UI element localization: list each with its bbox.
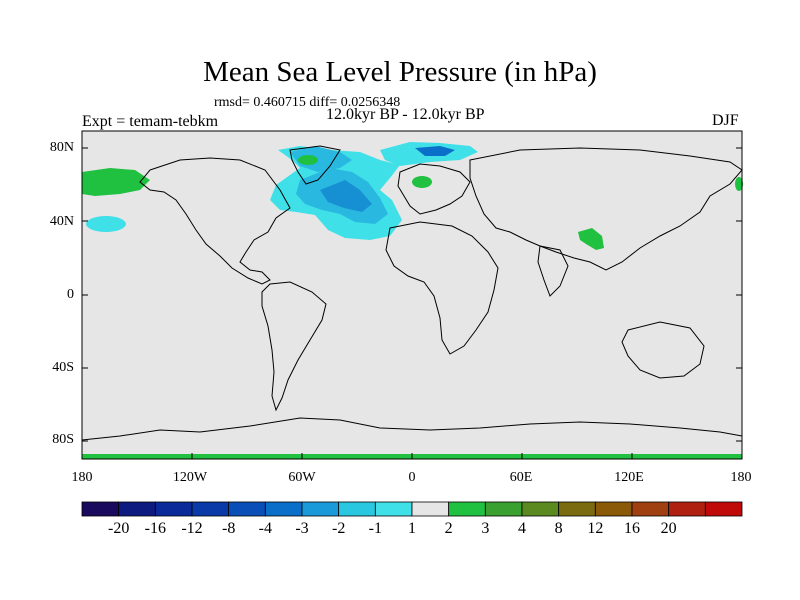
colorbar-label: 1 [408, 520, 416, 537]
colorbar-swatch [374, 501, 413, 517]
coast-india [537, 245, 569, 297]
colorbar-label: -1 [368, 520, 382, 537]
colorbar-label: -2 [331, 520, 346, 537]
coast-south-america [261, 281, 327, 412]
colorbar-swatch [704, 501, 743, 517]
colorbar-swatch [154, 501, 193, 517]
lat-label-40n: 40N [49, 214, 74, 229]
colorbar-swatch [81, 501, 120, 517]
coast-north-america [139, 157, 291, 285]
colorbar-label: 2 [444, 520, 453, 537]
coastlines [81, 145, 743, 441]
coast-europe [397, 163, 471, 215]
pacific-blue [86, 216, 126, 232]
colorbar-label: -12 [181, 520, 203, 537]
colorbar-swatch [668, 501, 706, 517]
colorbar-label: 4 [518, 520, 526, 537]
north-atlantic-dark-blue [320, 180, 372, 212]
colorbar-swatch [558, 501, 596, 517]
colorbar-swatch [521, 501, 560, 517]
lat-label-40s: 40S [52, 360, 74, 375]
colorbar-label: -16 [144, 520, 166, 537]
coast-antarctica [81, 417, 743, 441]
lon-label-120w: 120W [172, 470, 208, 485]
colorbar-label: 8 [554, 520, 563, 537]
colorbar-swatch [411, 501, 450, 517]
colorbar-swatch [191, 501, 230, 517]
season-label: DJF [712, 112, 739, 129]
colorbar-swatch [448, 501, 486, 517]
map-background [82, 131, 742, 459]
lat-label-80s: 80S [52, 432, 74, 447]
colorbar [81, 501, 743, 517]
colorbar-swatch [594, 501, 633, 517]
coast-australia [621, 321, 705, 379]
lon-label-0: 0 [408, 470, 416, 485]
siberia-green-east [735, 177, 743, 191]
lon-label-180w: 180 [71, 470, 93, 485]
colorbar-swatch [228, 501, 266, 517]
colorbar-swatch [484, 501, 523, 517]
china-green [578, 228, 604, 250]
colorbar-label: 3 [481, 520, 490, 537]
colorbar-label: -20 [107, 520, 130, 537]
colorbar-label: -3 [295, 520, 309, 537]
lon-label-120e: 120E [614, 470, 644, 485]
colorbar-label: -8 [221, 520, 236, 537]
colorbar-swatch [118, 501, 156, 517]
colorbar-swatch [338, 501, 376, 517]
greenland-green [298, 155, 318, 165]
coast-asia [469, 147, 743, 271]
tick-marks [81, 147, 743, 459]
colorbar-label: 12 [587, 520, 604, 537]
lat-label-80n: 80N [49, 140, 74, 155]
colorbar-label: 16 [624, 520, 640, 537]
lon-label-60e: 60E [509, 470, 533, 485]
coast-africa [385, 221, 499, 355]
lat-label-0: 0 [67, 287, 74, 302]
lon-label-60w: 60W [288, 470, 316, 485]
arctic-blue [290, 146, 352, 172]
stats-text: rmsd= 0.460715 diff= 0.0256348 [214, 95, 401, 110]
colorbar-swatch [301, 501, 340, 517]
colorbar-swatch [631, 501, 670, 517]
colorbar-label: 20 [660, 520, 677, 537]
lon-label-180e: 180 [730, 470, 752, 485]
experiment-label: Expt = temam-tebkm [82, 113, 219, 130]
alaska-green [82, 168, 150, 196]
map-title: Mean Sea Level Pressure (in hPa) [203, 56, 597, 88]
subtitle: 12.0kyr BP - 12.0kyr BP [326, 106, 485, 123]
europe-green [412, 176, 432, 188]
barents-dark-blue [415, 146, 455, 156]
coast-greenland [289, 145, 341, 185]
colorbar-label: -4 [258, 520, 272, 537]
colorbar-swatch [264, 501, 303, 517]
